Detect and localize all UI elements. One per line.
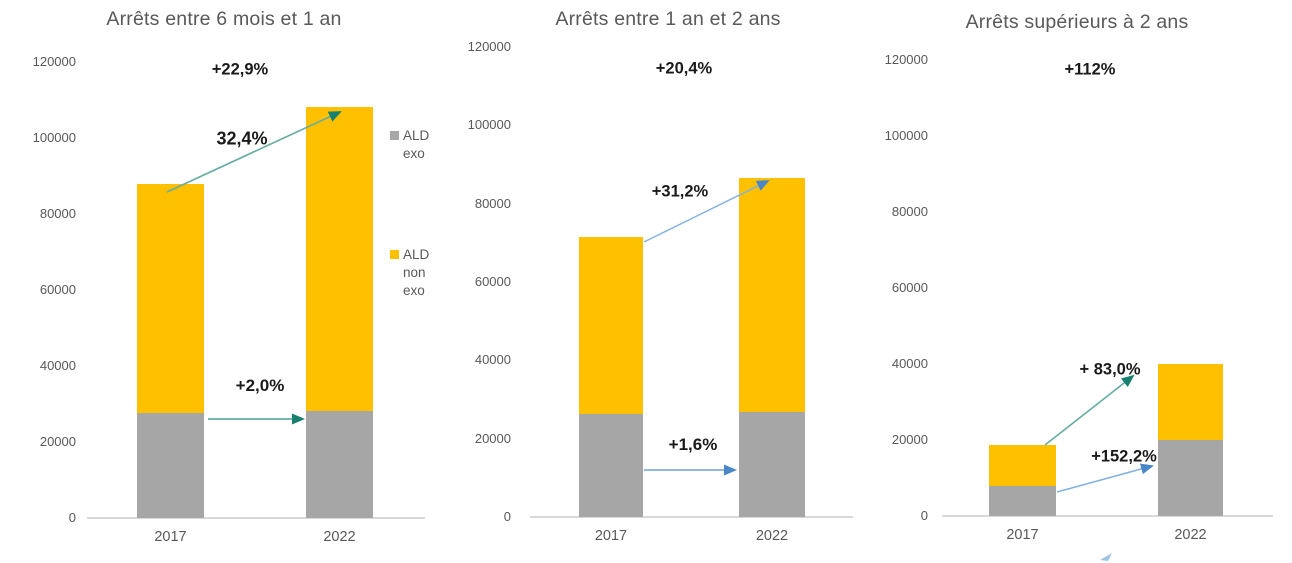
x-axis-category-label: 2017 xyxy=(154,529,187,545)
chart-panel-1: Arrêts entre 6 mois et 1 an 0 20000 40000 60… xyxy=(0,0,430,563)
x-axis-category-label: 2022 xyxy=(323,529,356,545)
exo-growth-annotation: +152,2% xyxy=(1091,447,1157,466)
y-axis-tick-label: 60000 xyxy=(39,282,76,297)
bar-segment-ald-exo xyxy=(579,413,643,517)
x-axis-category-label: 2017 xyxy=(1006,527,1039,543)
legend-swatch-ald-non-exo-icon xyxy=(390,250,399,259)
total-growth-annotation: +22,9% xyxy=(211,60,269,79)
bar-segment-ald-non-exo xyxy=(989,444,1056,486)
bar-segment-ald-non-exo xyxy=(739,178,805,413)
legend-label-ald-exo: ALD exo xyxy=(403,128,430,161)
growth-arrow-exo-icon xyxy=(1056,463,1154,493)
x-axis-category-label: 2022 xyxy=(1174,527,1207,543)
y-axis-tick-label: 120000 xyxy=(32,54,76,69)
y-axis-tick-label: 60000 xyxy=(891,280,928,295)
legend-label-ald-non-exo: ALD non exo xyxy=(403,247,430,298)
legend-swatch-ald-exo-icon xyxy=(390,131,399,140)
y-axis-tick-label: 0 xyxy=(68,510,76,525)
bar-segment-ald-exo xyxy=(306,410,373,518)
y-axis-tick-label: 120000 xyxy=(467,39,511,54)
legend: ALD exo ALD non exo xyxy=(390,127,442,300)
bar-segment-ald-non-exo xyxy=(306,107,373,411)
y-axis-tick-label: 40000 xyxy=(891,356,928,371)
chart-panel-2: Arrêts entre 1 an et 2 ans 0 20000 40000 600… xyxy=(430,0,860,563)
y-axis-tick-label: 20000 xyxy=(474,430,511,446)
y-axis-tick-label: 40000 xyxy=(39,358,76,373)
bar-segment-ald-non-exo xyxy=(579,236,643,414)
y-axis-tick-label: 60000 xyxy=(474,274,511,289)
bar-segment-ald-non-exo xyxy=(1158,364,1223,441)
y-axis-tick-label: 20000 xyxy=(39,434,76,449)
chart-panel-3: Arrêts supérieurs à 2 ans 0 20000 40000 6000… xyxy=(860,0,1292,563)
y-axis-tick-label: 80000 xyxy=(891,204,928,219)
bar-segment-ald-exo xyxy=(989,485,1056,516)
bar-segment-ald-exo xyxy=(739,412,805,517)
non-exo-growth-annotation: 32,4% xyxy=(216,128,268,149)
x-axis-category-label: 2022 xyxy=(755,528,789,544)
non-exo-growth-annotation: +31,2% xyxy=(651,182,709,201)
legend-item-ald-exo: ALD exo xyxy=(390,127,442,163)
y-axis-tick-label: 100000 xyxy=(32,130,76,145)
y-axis-tick-label: 0 xyxy=(920,508,928,523)
bar-segment-ald-exo xyxy=(1158,440,1223,516)
y-axis-tick-label: 0 xyxy=(503,509,511,524)
x-axis-line xyxy=(942,515,1273,517)
total-growth-annotation: +20,4% xyxy=(655,59,713,78)
x-axis-category-label: 2017 xyxy=(594,528,628,544)
x-axis-line xyxy=(530,516,853,518)
non-exo-growth-annotation: + 83,0% xyxy=(1079,360,1141,379)
exo-growth-annotation: +2,0% xyxy=(235,376,285,395)
y-axis-tick-label: 100000 xyxy=(467,117,511,133)
y-axis-tick-label: 20000 xyxy=(891,432,928,447)
stray-arrowhead-fragment-icon xyxy=(1100,553,1112,561)
y-axis-tick-label: 80000 xyxy=(474,195,511,211)
x-axis-line xyxy=(87,517,425,519)
growth-arrow-non-exo-icon xyxy=(1044,374,1135,446)
chart-title: Arrêts entre 1 an et 2 ans xyxy=(555,8,781,30)
total-growth-annotation: +112% xyxy=(1064,60,1116,79)
chart-title: Arrêts entre 6 mois et 1 an xyxy=(106,8,342,30)
y-axis-tick-label: 40000 xyxy=(474,352,511,368)
y-axis-tick-label: 120000 xyxy=(884,52,928,67)
bar-segment-ald-non-exo xyxy=(137,183,204,414)
legend-item-ald-non-exo: ALD non exo xyxy=(390,246,442,300)
y-axis-tick-label: 100000 xyxy=(884,128,928,143)
exo-growth-annotation: +1,6% xyxy=(668,435,718,454)
bar-segment-ald-exo xyxy=(137,413,204,518)
chart-title: Arrêts supérieurs à 2 ans xyxy=(965,11,1189,33)
y-axis-tick-label: 80000 xyxy=(39,206,76,221)
